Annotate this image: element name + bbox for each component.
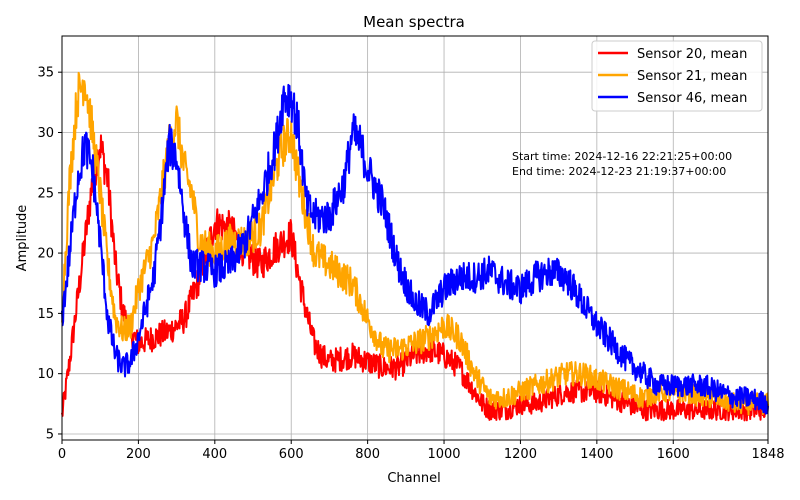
x-tick-label: 1600	[657, 447, 690, 462]
x-tick-label: 800	[355, 447, 380, 462]
annotation-box: Start time: 2024-12-16 22:21:25+00:00 En…	[512, 150, 732, 178]
legend-label-sensor-46: Sensor 46, mean	[637, 91, 747, 106]
x-tick-label: 0	[58, 447, 66, 462]
x-tick-label: 1400	[580, 447, 613, 462]
x-axis: 0 200 400 600 800 1000 1200 1400 1600 1848	[58, 440, 785, 462]
y-tick-label: 30	[37, 126, 54, 141]
chart-title: Mean spectra	[363, 13, 465, 31]
plot-frame	[61, 35, 769, 441]
series-line-2	[61, 83, 769, 415]
x-tick-label: 600	[279, 447, 304, 462]
legend-label-sensor-21: Sensor 21, mean	[637, 69, 747, 84]
y-tick-label: 15	[37, 307, 54, 322]
x-tick-label: 1200	[504, 447, 537, 462]
y-axis-label: Amplitude	[15, 205, 30, 272]
legend-frame	[591, 40, 763, 112]
grid	[61, 36, 769, 440]
y-tick-label: 20	[37, 247, 54, 262]
y-tick-label: 35	[37, 66, 54, 81]
x-tick-label: 200	[126, 447, 151, 462]
y-tick-label: 5	[46, 427, 54, 442]
y-tick-label: 10	[37, 367, 54, 382]
series-line-1	[61, 71, 769, 416]
annotation-end-time: End time: 2024-12-23 21:19:37+00:00	[512, 165, 726, 178]
annotation-start-time: Start time: 2024-12-16 22:21:25+00:00	[512, 150, 732, 163]
y-axis: 5 10 15 20 25 30 35	[37, 66, 62, 442]
legend-label-sensor-20: Sensor 20, mean	[637, 47, 747, 62]
legend: Sensor 20, mean Sensor 21, mean Sensor 4…	[591, 40, 763, 112]
x-axis-label: Channel	[387, 471, 440, 486]
x-tick-label: 1000	[427, 447, 460, 462]
y-tick-label: 25	[37, 186, 54, 201]
x-tick-label: 400	[202, 447, 227, 462]
x-tick-label: 1848	[751, 447, 784, 462]
series-layer	[61, 71, 769, 422]
